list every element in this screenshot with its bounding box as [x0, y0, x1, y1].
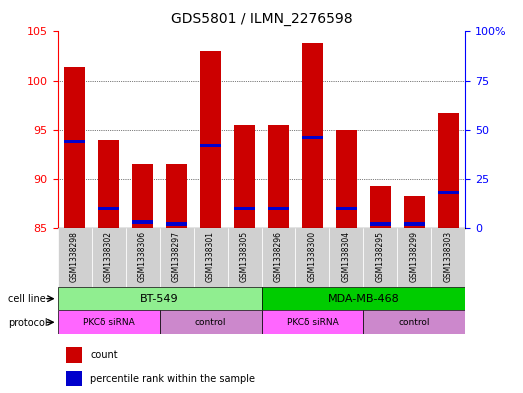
Bar: [66, 347, 82, 363]
Bar: [404, 222, 425, 226]
Text: GSM1338295: GSM1338295: [376, 231, 385, 282]
FancyBboxPatch shape: [431, 228, 465, 287]
Bar: [370, 186, 391, 228]
FancyBboxPatch shape: [58, 310, 160, 334]
Text: GSM1338305: GSM1338305: [240, 231, 249, 282]
Bar: [438, 113, 459, 228]
Bar: [66, 371, 82, 386]
Bar: [404, 196, 425, 228]
FancyBboxPatch shape: [329, 228, 363, 287]
FancyBboxPatch shape: [58, 287, 262, 310]
Text: PKCδ siRNA: PKCδ siRNA: [287, 318, 338, 327]
Text: GSM1338306: GSM1338306: [138, 231, 147, 282]
Text: GSM1338302: GSM1338302: [104, 231, 113, 282]
FancyBboxPatch shape: [194, 228, 228, 287]
Bar: [234, 125, 255, 228]
Bar: [438, 191, 459, 194]
Bar: [200, 51, 221, 228]
FancyBboxPatch shape: [160, 310, 262, 334]
FancyBboxPatch shape: [262, 287, 465, 310]
FancyBboxPatch shape: [397, 228, 431, 287]
Text: GSM1338297: GSM1338297: [172, 231, 181, 282]
Bar: [98, 207, 119, 210]
Bar: [234, 207, 255, 210]
Bar: [200, 144, 221, 147]
FancyBboxPatch shape: [363, 310, 465, 334]
Bar: [98, 140, 119, 228]
Bar: [64, 140, 85, 143]
Text: GSM1338300: GSM1338300: [308, 231, 317, 282]
Bar: [132, 220, 153, 224]
Text: PKCδ siRNA: PKCδ siRNA: [83, 318, 134, 327]
Bar: [336, 207, 357, 210]
Bar: [370, 222, 391, 226]
Text: GSM1338298: GSM1338298: [70, 231, 79, 282]
Text: BT-549: BT-549: [140, 294, 179, 304]
Bar: [336, 130, 357, 228]
FancyBboxPatch shape: [58, 228, 92, 287]
Text: GSM1338296: GSM1338296: [274, 231, 283, 282]
Text: cell line: cell line: [8, 294, 46, 305]
Text: percentile rank within the sample: percentile rank within the sample: [90, 374, 255, 384]
Text: GSM1338301: GSM1338301: [206, 231, 215, 282]
Title: GDS5801 / ILMN_2276598: GDS5801 / ILMN_2276598: [170, 12, 353, 26]
Text: control: control: [195, 318, 226, 327]
FancyBboxPatch shape: [126, 228, 160, 287]
Text: protocol: protocol: [8, 318, 48, 328]
FancyBboxPatch shape: [228, 228, 262, 287]
FancyBboxPatch shape: [262, 310, 363, 334]
FancyBboxPatch shape: [262, 228, 295, 287]
FancyBboxPatch shape: [363, 228, 397, 287]
Text: GSM1338303: GSM1338303: [444, 231, 453, 282]
Text: GSM1338304: GSM1338304: [342, 231, 351, 282]
Bar: [302, 136, 323, 139]
Text: GSM1338299: GSM1338299: [410, 231, 419, 282]
Bar: [268, 207, 289, 210]
Bar: [166, 222, 187, 226]
Bar: [132, 164, 153, 228]
Bar: [166, 164, 187, 228]
FancyBboxPatch shape: [295, 228, 329, 287]
FancyBboxPatch shape: [92, 228, 126, 287]
Bar: [302, 43, 323, 228]
Text: control: control: [399, 318, 430, 327]
Bar: [64, 67, 85, 228]
Text: MDA-MB-468: MDA-MB-468: [327, 294, 400, 304]
FancyBboxPatch shape: [160, 228, 194, 287]
Text: count: count: [90, 350, 118, 360]
Bar: [268, 125, 289, 228]
